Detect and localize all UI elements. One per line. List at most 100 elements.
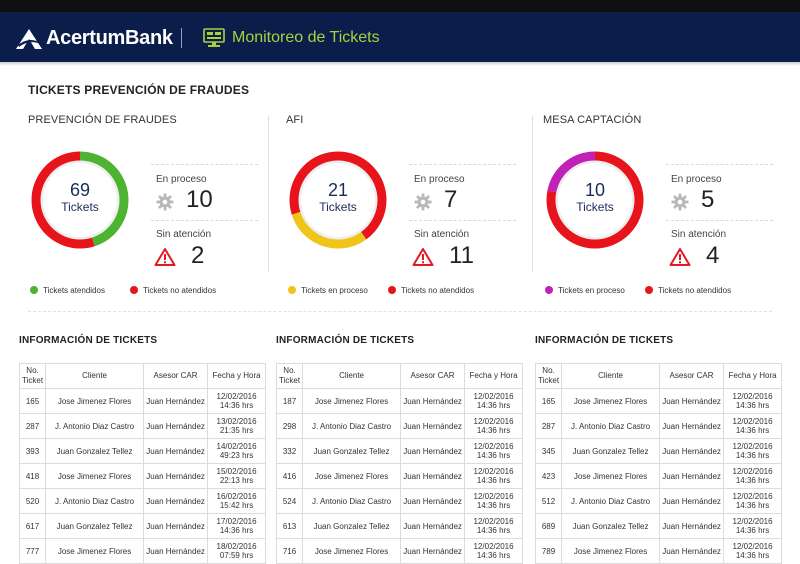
legend-item: Tickets en proceso bbox=[288, 286, 368, 295]
client-name: J. Antonio Diaz Castro bbox=[302, 488, 402, 514]
table-row[interactable]: 287 J. Antonio Diaz Castro Juan Hernández 1… bbox=[18, 413, 267, 439]
donut-hole bbox=[558, 163, 632, 237]
date: 12/02/2016 bbox=[732, 417, 773, 426]
donut-total-label: Tickets bbox=[319, 200, 357, 214]
table-row[interactable]: 423 Jose Jimenez Flores Juan Hernández 12/0… bbox=[534, 463, 783, 489]
legend-label: Tickets atendidos bbox=[43, 286, 105, 295]
section-divider bbox=[28, 311, 772, 312]
date-time: 12/02/2016 14:36 hrs bbox=[723, 413, 783, 439]
table-row[interactable]: 298 J. Antonio Diaz Castro Juan Hernández 1… bbox=[275, 413, 524, 439]
advisor-name: Juan Hernández bbox=[143, 488, 209, 514]
table-row[interactable]: 617 Juan Gonzalez Tellez Juan Hernández 17/… bbox=[18, 513, 267, 539]
date: 12/02/2016 bbox=[473, 392, 514, 401]
table-row[interactable]: 789 Jose Jimenez Flores Juan Hernández 12/0… bbox=[534, 538, 783, 564]
client-name: Jose Jimenez Flores bbox=[302, 538, 402, 564]
date-time: 16/02/2016 15:42 hrs bbox=[207, 488, 267, 514]
client-name: Juan Gonzalez Tellez bbox=[302, 438, 402, 464]
column-header: No. Ticket bbox=[18, 363, 47, 389]
sin-atencion-value: 2 bbox=[191, 242, 205, 269]
ticket-number: 345 bbox=[534, 438, 563, 464]
gear-icon bbox=[414, 193, 432, 211]
legend-dot bbox=[30, 286, 38, 294]
table-row[interactable]: 287 J. Antonio Diaz Castro Juan Hernández 1… bbox=[534, 413, 783, 439]
table-row[interactable]: 187 Jose Jimenez Flores Juan Hernández 12/0… bbox=[275, 388, 524, 414]
client-name: Jose Jimenez Flores bbox=[561, 388, 661, 414]
date-time: 12/02/2016 14:36 hrs bbox=[464, 463, 524, 489]
tickets-table: No. Ticket Cliente Asesor CAR Fecha y Hora 1… bbox=[275, 363, 524, 564]
advisor-name: Juan Hernández bbox=[659, 438, 725, 464]
date: 12/02/2016 bbox=[732, 517, 773, 526]
date: 12/02/2016 bbox=[732, 392, 773, 401]
legend-dot bbox=[645, 286, 653, 294]
en-proceso-value: 5 bbox=[701, 186, 715, 213]
table-row[interactable]: 520 J. Antonio Diaz Castro Juan Hernández 1… bbox=[18, 488, 267, 514]
ticket-number: 613 bbox=[275, 513, 304, 539]
tickets-table: No. Ticket Cliente Asesor CAR Fecha y Hora 1… bbox=[18, 363, 267, 564]
ticket-number: 298 bbox=[275, 413, 304, 439]
table-row[interactable]: 332 Juan Gonzalez Tellez Juan Hernández 12/… bbox=[275, 438, 524, 464]
client-name: J. Antonio Diaz Castro bbox=[45, 413, 145, 439]
date-time: 12/02/2016 14:36 hrs bbox=[723, 513, 783, 539]
donut-segment bbox=[289, 151, 387, 249]
table-row[interactable]: 689 Juan Gonzalez Tellez Juan Hernández 12/… bbox=[534, 513, 783, 539]
donut-segment bbox=[289, 151, 387, 249]
gear-icon bbox=[156, 193, 174, 211]
legend-dot bbox=[545, 286, 553, 294]
legend-item: Tickets no atendidos bbox=[645, 286, 731, 295]
monitor-icon bbox=[203, 28, 225, 47]
table-row[interactable]: 524 J. Antonio Diaz Castro Juan Hernández 1… bbox=[275, 488, 524, 514]
ticket-number: 689 bbox=[534, 513, 563, 539]
client-name: Juan Gonzalez Tellez bbox=[561, 438, 661, 464]
sin-atencion-label: Sin atención bbox=[414, 229, 470, 240]
table-row[interactable]: 777 Jose Jimenez Flores Juan Hernández 18/0… bbox=[18, 538, 267, 564]
client-name: Jose Jimenez Flores bbox=[561, 538, 661, 564]
table-row[interactable]: 165 Jose Jimenez Flores Juan Hernández 12/0… bbox=[534, 388, 783, 414]
table-title: INFORMACIÓN DE TICKETS bbox=[535, 335, 674, 346]
stat-divider bbox=[666, 164, 773, 165]
legend-label: Tickets en proceso bbox=[558, 286, 625, 295]
table-row[interactable]: 393 Juan Gonzalez Tellez Juan Hernández 14/… bbox=[18, 438, 267, 464]
time: 14:36 hrs bbox=[476, 551, 511, 560]
table-row[interactable]: 613 Juan Gonzalez Tellez Juan Hernández 12/… bbox=[275, 513, 524, 539]
date: 12/02/2016 bbox=[732, 467, 773, 476]
table-row[interactable]: 165 Jose Jimenez Flores Juan Hernández 12/0… bbox=[18, 388, 267, 414]
alert-icon bbox=[669, 248, 691, 266]
date-time: 15/02/2016 22:13 hrs bbox=[207, 463, 267, 489]
time: 14:36 hrs bbox=[735, 426, 770, 435]
client-name: J. Antonio Diaz Castro bbox=[45, 488, 145, 514]
advisor-name: Juan Hernández bbox=[143, 513, 209, 539]
time: 15:42 hrs bbox=[219, 501, 254, 510]
table-header-row: No. Ticket Cliente Asesor CAR Fecha y Hora bbox=[275, 363, 524, 389]
client-name: Jose Jimenez Flores bbox=[45, 463, 145, 489]
legend-item: Tickets no atendidos bbox=[130, 286, 216, 295]
date-time: 12/02/2016 14:36 hrs bbox=[464, 488, 524, 514]
en-proceso-value: 10 bbox=[186, 186, 213, 213]
client-name: Juan Gonzalez Tellez bbox=[561, 513, 661, 539]
table-row[interactable]: 716 Jose Jimenez Flores Juan Hernández 12/0… bbox=[275, 538, 524, 564]
advisor-name: Juan Hernández bbox=[659, 413, 725, 439]
ticket-number: 187 bbox=[275, 388, 304, 414]
table-header-row: No. Ticket Cliente Asesor CAR Fecha y Hora bbox=[18, 363, 267, 389]
client-name: J. Antonio Diaz Castro bbox=[561, 488, 661, 514]
table-title: INFORMACIÓN DE TICKETS bbox=[276, 335, 415, 346]
table-row[interactable]: 345 Juan Gonzalez Tellez Juan Hernández 12/… bbox=[534, 438, 783, 464]
date-time: 12/02/2016 14:36 hrs bbox=[464, 438, 524, 464]
table-row[interactable]: 418 Jose Jimenez Flores Juan Hernández 15/0… bbox=[18, 463, 267, 489]
column-header: Asesor CAR bbox=[143, 363, 209, 389]
table-header-row: No. Ticket Cliente Asesor CAR Fecha y Hora bbox=[534, 363, 783, 389]
table-row[interactable]: 416 Jose Jimenez Flores Juan Hernández 12/0… bbox=[275, 463, 524, 489]
client-name: J. Antonio Diaz Castro bbox=[302, 413, 402, 439]
date: 12/02/2016 bbox=[473, 492, 514, 501]
date: 14/02/2016 bbox=[216, 442, 257, 451]
date: 12/02/2016 bbox=[732, 542, 773, 551]
sin-atencion-label: Sin atención bbox=[671, 229, 727, 240]
advisor-name: Juan Hernández bbox=[143, 413, 209, 439]
date-time: 12/02/2016 14:36 hrs bbox=[464, 538, 524, 564]
table-row[interactable]: 512 J. Antonio Diaz Castro Juan Hernández 1… bbox=[534, 488, 783, 514]
panel-mesa-captacion: MESA CAPTACIÓN 10 Tickets En proceso 5 S… bbox=[543, 108, 800, 308]
panel-prevencion-fraudes: PREVENCIÓN DE FRAUDES 69 Tickets En proc… bbox=[28, 108, 285, 308]
client-name: Juan Gonzalez Tellez bbox=[45, 438, 145, 464]
client-name: Jose Jimenez Flores bbox=[302, 388, 402, 414]
column-header: Fecha y Hora bbox=[723, 363, 783, 389]
date-time: 12/02/2016 14:36 hrs bbox=[723, 463, 783, 489]
